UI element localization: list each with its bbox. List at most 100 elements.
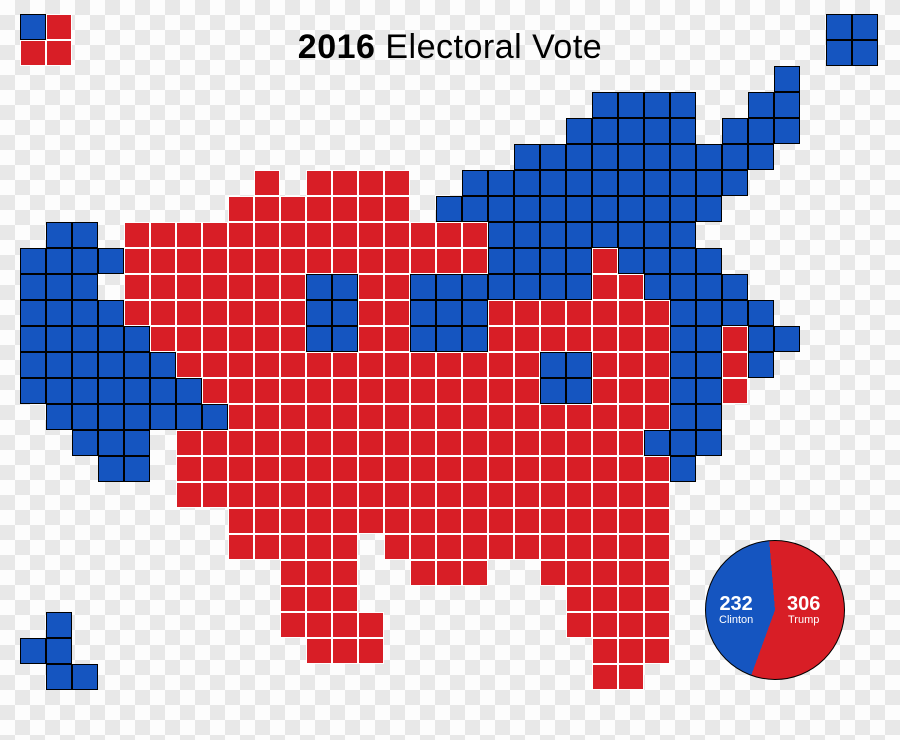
electoral-cell-rep xyxy=(644,586,670,612)
electoral-cell-rep xyxy=(254,274,280,300)
electoral-cell-rep xyxy=(514,404,540,430)
electoral-cell-rep xyxy=(436,248,462,274)
electoral-cell-dem xyxy=(20,300,46,326)
electoral-cell-dem xyxy=(592,92,618,118)
electoral-cell-dem xyxy=(566,378,592,404)
electoral-cell-rep xyxy=(592,248,618,274)
electoral-cell-dem xyxy=(150,378,176,404)
electoral-cell-dem xyxy=(644,196,670,222)
electoral-cell-rep xyxy=(514,378,540,404)
electoral-cell-rep xyxy=(254,378,280,404)
electoral-cell-rep xyxy=(618,482,644,508)
electoral-cell-dem xyxy=(748,118,774,144)
electoral-cell-rep xyxy=(618,326,644,352)
electoral-cell-dem xyxy=(696,378,722,404)
electoral-cell-rep xyxy=(618,612,644,638)
electoral-cell-rep xyxy=(644,326,670,352)
electoral-cell-dem xyxy=(618,92,644,118)
title-text: Electoral Vote xyxy=(375,28,602,66)
electoral-cell-rep xyxy=(436,404,462,430)
electoral-cell-dem xyxy=(696,300,722,326)
electoral-cell-dem xyxy=(124,326,150,352)
electoral-cell-rep xyxy=(514,482,540,508)
electoral-cell-rep xyxy=(228,274,254,300)
electoral-cell-rep xyxy=(176,482,202,508)
electoral-cell-rep xyxy=(618,534,644,560)
electoral-cell-dem xyxy=(514,248,540,274)
electoral-cell-dem xyxy=(644,248,670,274)
electoral-cell-rep xyxy=(384,534,410,560)
electoral-cell-dem xyxy=(20,352,46,378)
electoral-cell-rep xyxy=(488,378,514,404)
vote-share-pie: 232 Clinton 306 Trump xyxy=(705,540,845,680)
electoral-cell-rep xyxy=(280,196,306,222)
electoral-cell-dem xyxy=(124,404,150,430)
electoral-cell-rep xyxy=(644,612,670,638)
electoral-cell-rep xyxy=(436,222,462,248)
electoral-cell-dem xyxy=(124,352,150,378)
electoral-cell-rep xyxy=(410,248,436,274)
electoral-cell-dem xyxy=(540,248,566,274)
electoral-cell-rep xyxy=(280,352,306,378)
electoral-cell-dem xyxy=(462,170,488,196)
electoral-cell-rep xyxy=(254,326,280,352)
electoral-cell-dem xyxy=(644,170,670,196)
electoral-cell-rep xyxy=(592,326,618,352)
electoral-cell-rep xyxy=(384,404,410,430)
electoral-cell-rep xyxy=(410,482,436,508)
electoral-cell-rep xyxy=(488,508,514,534)
electoral-cell-rep xyxy=(332,196,358,222)
electoral-cell-dem xyxy=(696,170,722,196)
pie-label-clinton: 232 Clinton xyxy=(719,594,753,627)
electoral-cell-dem xyxy=(514,170,540,196)
electoral-cell-rep xyxy=(280,248,306,274)
electoral-cell-dem xyxy=(670,274,696,300)
electoral-cell-dem xyxy=(644,92,670,118)
electoral-cell-rep xyxy=(306,482,332,508)
electoral-cell-rep xyxy=(410,430,436,456)
electoral-cell-rep xyxy=(540,482,566,508)
electoral-cell-rep xyxy=(592,560,618,586)
electoral-cell-dem xyxy=(20,274,46,300)
electoral-cell-dem xyxy=(306,326,332,352)
electoral-cell-dem xyxy=(410,274,436,300)
electoral-cell-rep xyxy=(280,326,306,352)
electoral-cell-rep xyxy=(644,352,670,378)
electoral-cell-rep xyxy=(722,326,748,352)
electoral-cell-rep xyxy=(384,196,410,222)
electoral-cell-dem xyxy=(826,14,852,40)
electoral-cell-rep xyxy=(280,300,306,326)
electoral-cell-rep xyxy=(592,586,618,612)
electoral-cell-dem xyxy=(670,248,696,274)
electoral-cell-rep xyxy=(358,300,384,326)
electoral-cell-rep xyxy=(644,508,670,534)
electoral-cell-dem xyxy=(696,196,722,222)
electoral-cell-rep xyxy=(358,222,384,248)
electoral-cell-rep xyxy=(462,534,488,560)
electoral-cell-dem xyxy=(540,170,566,196)
electoral-cell-rep xyxy=(306,456,332,482)
electoral-cell-rep xyxy=(644,534,670,560)
electoral-cell-rep xyxy=(358,248,384,274)
electoral-cell-dem xyxy=(748,144,774,170)
electoral-cell-rep xyxy=(332,638,358,664)
electoral-cell-rep xyxy=(566,300,592,326)
electoral-cell-rep xyxy=(384,456,410,482)
electoral-cell-rep xyxy=(514,326,540,352)
electoral-cell-rep xyxy=(592,352,618,378)
electoral-cell-dem xyxy=(98,456,124,482)
electoral-cell-rep xyxy=(436,534,462,560)
electoral-cell-dem xyxy=(332,274,358,300)
electoral-cell-rep xyxy=(332,248,358,274)
electoral-cell-dem xyxy=(774,66,800,92)
electoral-cell-rep xyxy=(462,248,488,274)
electoral-cell-rep xyxy=(358,430,384,456)
electoral-cell-dem xyxy=(566,118,592,144)
electoral-cell-rep xyxy=(254,170,280,196)
electoral-cell-rep xyxy=(540,430,566,456)
electoral-cell-dem xyxy=(592,170,618,196)
electoral-cell-rep xyxy=(332,482,358,508)
electoral-cell-rep xyxy=(618,404,644,430)
electoral-cell-rep xyxy=(644,560,670,586)
electoral-cell-rep xyxy=(436,352,462,378)
